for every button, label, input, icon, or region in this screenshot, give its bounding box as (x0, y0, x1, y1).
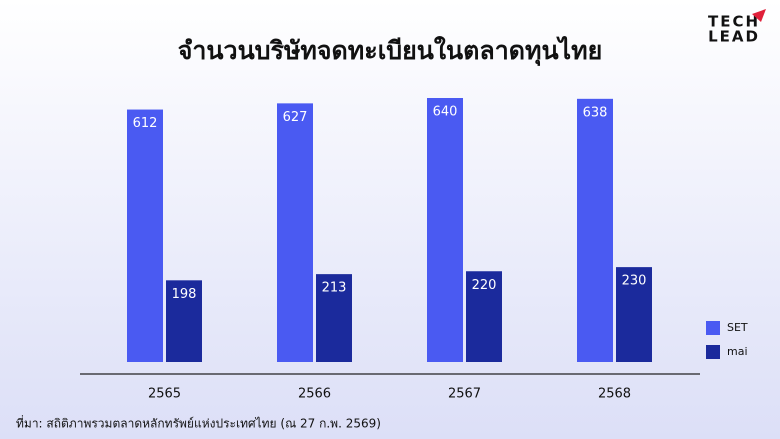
value-label: 640 (433, 105, 458, 120)
chart-title: จำนวนบริษัทจดทะเบียนในตลาดทุนไทย (178, 35, 603, 67)
x-tick-label: 2566 (298, 387, 331, 402)
source: ที่มา: สถิติภาพรวมตลาดหลักทรัพย์แห่งประเ… (16, 415, 381, 431)
legend-label: SET (727, 321, 748, 334)
x-tick-label: 2568 (598, 387, 631, 402)
bar (616, 267, 652, 362)
value-label: 198 (172, 287, 197, 302)
value-label: 220 (472, 278, 497, 293)
value-label: 627 (283, 110, 308, 125)
value-label: 213 (322, 281, 347, 296)
bar (577, 98, 613, 362)
x-tick-label: 2565 (148, 387, 181, 402)
legend-swatch (706, 345, 720, 359)
logo-line: LEAD (708, 28, 760, 46)
bar (427, 98, 463, 362)
value-label: 638 (583, 105, 608, 120)
bar (316, 274, 352, 362)
legend-swatch (706, 321, 720, 335)
x-tick-label: 2567 (448, 387, 481, 402)
value-label: 230 (622, 274, 647, 289)
legend-label: mai (727, 345, 748, 358)
bar (166, 280, 202, 362)
logo-line: TECH (708, 13, 760, 31)
value-label: 612 (133, 116, 158, 131)
logo-mark (752, 9, 766, 22)
bar (277, 103, 313, 363)
bar (466, 271, 502, 362)
bar (127, 109, 163, 362)
